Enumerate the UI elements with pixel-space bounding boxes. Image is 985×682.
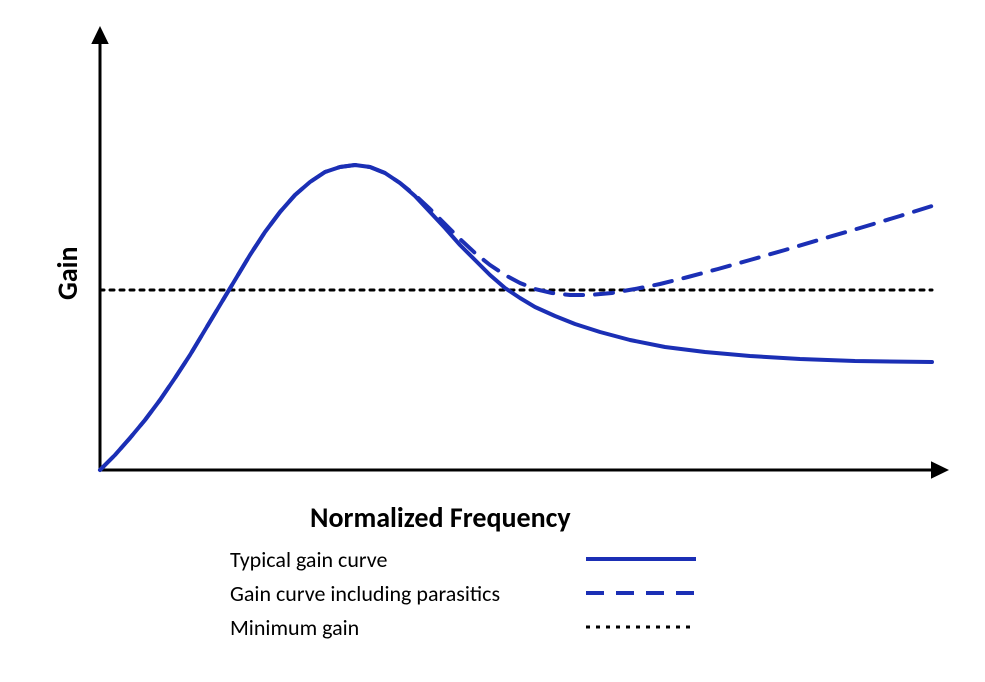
legend-swatch — [586, 619, 696, 635]
legend: Typical gain curve Gain curve including p… — [230, 542, 696, 644]
legend-label: Gain curve including parasitics — [230, 580, 570, 607]
legend-label: Typical gain curve — [230, 546, 570, 573]
gain-vs-frequency-chart: Gain Normalized Frequency Typical gain c… — [0, 0, 985, 682]
legend-swatch — [586, 585, 696, 601]
y-axis-label: Gain — [50, 246, 85, 300]
legend-swatch — [586, 551, 696, 567]
legend-row: Minimum gain — [230, 610, 696, 644]
legend-label: Minimum gain — [230, 614, 570, 641]
x-axis-label: Normalized Frequency — [310, 500, 571, 535]
legend-row: Typical gain curve — [230, 542, 696, 576]
legend-row: Gain curve including parasitics — [230, 576, 696, 610]
